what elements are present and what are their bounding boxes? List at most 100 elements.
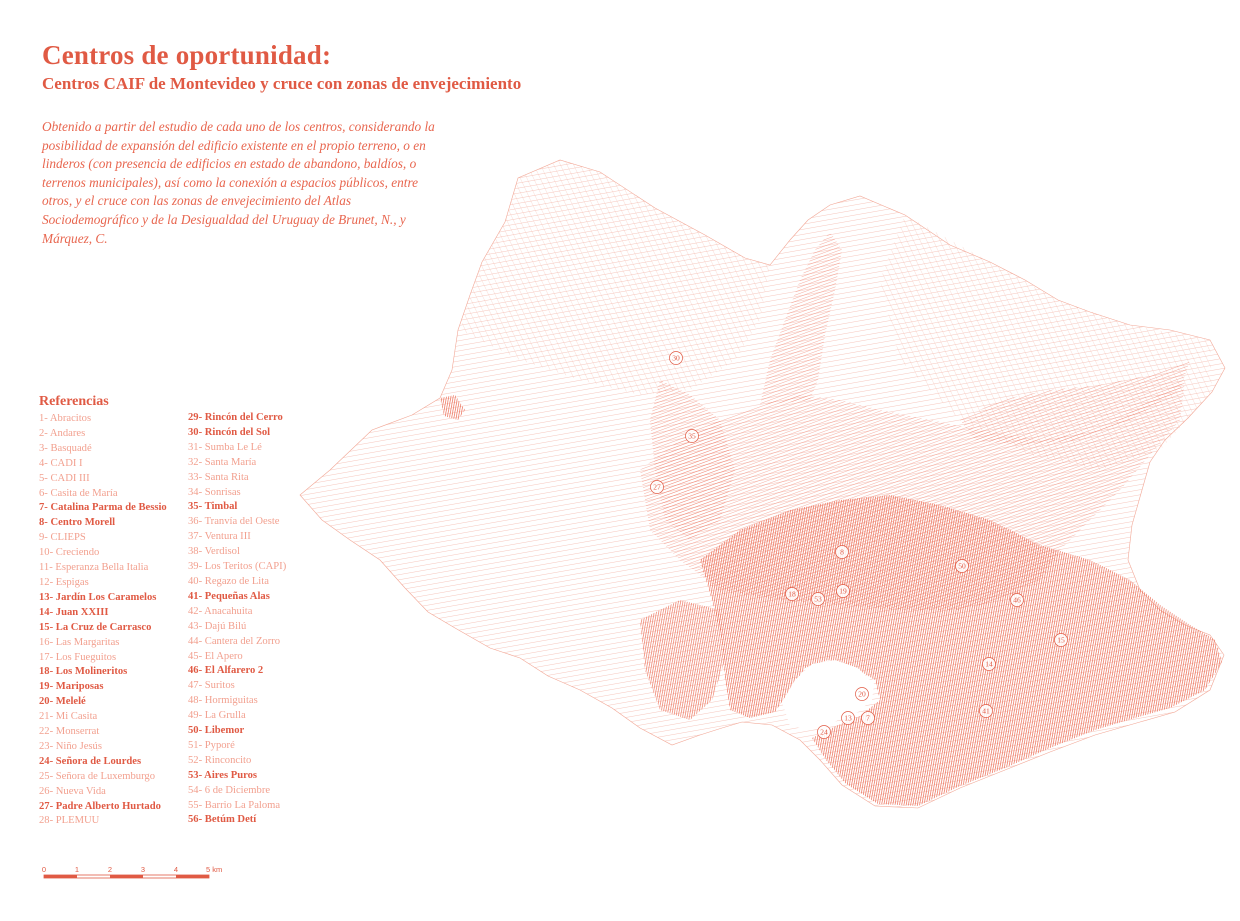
- map-marker-circle: [685, 429, 699, 443]
- map-marker: 35: [685, 429, 699, 443]
- map-marker: 30: [669, 351, 683, 365]
- legend-item: 7- Catalina Parma de Bessio: [39, 502, 167, 514]
- legend-item: 18- Los Molineritos: [39, 666, 128, 678]
- map-marker-circle: [785, 587, 799, 601]
- legend-item: 46- El Alfarero 2: [188, 665, 264, 677]
- legend-item: 19- Mariposas: [39, 681, 104, 693]
- map-marker-circle: [811, 592, 825, 606]
- map-marker: 13: [841, 711, 855, 725]
- map-marker: 24: [817, 725, 831, 739]
- legend-item: 36- Tranvía del Oeste: [188, 516, 280, 528]
- legend-item: 32- Santa María: [188, 456, 257, 468]
- map-marker: 53: [811, 592, 825, 606]
- map-marker-label: 15: [1057, 636, 1065, 645]
- map-marker-label: 27: [653, 483, 661, 492]
- map-marker-label: 35: [688, 432, 696, 441]
- map-marker: 19: [836, 584, 850, 598]
- scale-ticks: 0 1 2 3 4: [42, 865, 178, 874]
- legend-item: 12- Espigas: [39, 576, 89, 588]
- description-text: Obtenido a partir del estudio de cada un…: [42, 119, 435, 246]
- legend-item: 15- La Cruz de Carrasco: [39, 621, 152, 633]
- legend-item: 45- El Apero: [188, 650, 243, 662]
- legend-column-1: 1- Abracitos 2- Andares 3- Basquadé 4- CADI…: [39, 412, 167, 829]
- legend-item: 56- Betúm Detí: [188, 814, 257, 826]
- legend-item: 39- Los Teritos (CAPI): [188, 561, 287, 573]
- legend-item: 26- Nueva Vida: [39, 785, 106, 797]
- legend-item: 16- Las Margaritas: [39, 636, 120, 648]
- map-marker-label: 53: [814, 595, 822, 604]
- map-marker-label: 20: [858, 690, 866, 699]
- scale-bar: 0 1 2 3 4 5 km: [42, 865, 222, 879]
- map-marker-circle: [836, 584, 850, 598]
- map-marker-circle: [979, 704, 993, 718]
- legend-item: 42- Anacahuita: [188, 605, 253, 617]
- map-marker-circle: [835, 545, 849, 559]
- map-marker-circle: [669, 351, 683, 365]
- legend-item: 48- Hormiguitas: [188, 695, 258, 707]
- map-marker-circle: [982, 657, 996, 671]
- legend-item: 2- Andares: [39, 427, 86, 439]
- map-outline-faint-overlay: [460, 160, 770, 395]
- map-marker-circle: [650, 480, 664, 494]
- legend-item: 47- Suritos: [188, 680, 235, 692]
- map-patch-center-west: [640, 600, 725, 720]
- legend-item: 49- La Grulla: [188, 710, 246, 722]
- map-marker-label: 18: [788, 590, 796, 599]
- center-markers: 30 35 27 8 50 18 53 19 46 15 14 20 13 7 24 41: [650, 351, 1068, 739]
- legend-item: 5- CADI III: [39, 472, 90, 484]
- map-marker-label: 30: [672, 354, 680, 363]
- map-marker: 41: [979, 704, 993, 718]
- legend-item: 37- Ventura III: [188, 531, 251, 543]
- map-marker-label: 41: [982, 707, 990, 716]
- map-marker-label: 13: [844, 714, 852, 723]
- legend-item: 35- Timbal: [188, 501, 238, 513]
- map-marker-circle: [841, 711, 855, 725]
- legend-item: 9- CLIEPS: [39, 532, 86, 544]
- map-patch-northwest: [440, 395, 465, 420]
- legend-item: 53- Aires Puros: [188, 769, 258, 781]
- legend-item: 3- Basquadé: [39, 442, 92, 454]
- legend-item: 4- CADI I: [39, 457, 83, 469]
- legend-item: 51- Pyporé: [188, 739, 235, 751]
- map-marker: 14: [982, 657, 996, 671]
- legend-item: 25- Señora de Luxemburgo: [39, 770, 156, 782]
- legend-item: 20- Melelé: [39, 696, 86, 708]
- legend-item: 55- Barrio La Paloma: [188, 799, 281, 811]
- legend-item: 41- Pequeñas Alas: [188, 590, 270, 602]
- map-marker: 8: [835, 545, 849, 559]
- legend-item: 8- Centro Morell: [39, 517, 116, 529]
- scale-tick-label: 0: [42, 865, 46, 874]
- map-marker: 20: [855, 687, 869, 701]
- map-urban-dense: [700, 495, 1222, 806]
- legend-column-2: 29- Rincón del Cerro 30- Rincón del Sol 31…: [188, 411, 286, 828]
- scale-tick-label: 3: [141, 865, 145, 874]
- map-marker-label: 7: [866, 714, 870, 723]
- map-marker-label: 14: [985, 660, 993, 669]
- map-marker-circle: [1010, 593, 1024, 607]
- map-marker-circle: [855, 687, 869, 701]
- legend-item: 31- Sumba Le Lé: [188, 441, 262, 453]
- map-marker: 15: [1054, 633, 1068, 647]
- map-marker-label: 8: [840, 548, 844, 557]
- legend-item: 29- Rincón del Cerro: [188, 412, 283, 423]
- scale-tick-label: 1: [75, 865, 79, 874]
- map-marker-circle: [1054, 633, 1068, 647]
- page-title: Centros de oportunidad:: [42, 40, 332, 70]
- legend-item: 38- Verdisol: [188, 546, 240, 558]
- legend-item: 14- Juan XXIII: [39, 606, 109, 618]
- legend-item: 34- Sonrisas: [188, 486, 241, 498]
- legend-item: 17- Los Fueguitos: [39, 651, 117, 663]
- map-marker: 18: [785, 587, 799, 601]
- legend-item: 23- Niño Jesús: [39, 740, 102, 752]
- map-marker-label: 24: [820, 728, 828, 737]
- map-marker: 27: [650, 480, 664, 494]
- legend-item: 30- Rincón del Sol: [188, 426, 271, 438]
- map-corridor-north: [760, 232, 842, 405]
- legend-item: 13- Jardín Los Caramelos: [39, 591, 157, 603]
- map-corridor-east: [960, 360, 1190, 445]
- legend-heading: Referencias: [39, 394, 109, 409]
- map-marker-label: 50: [958, 562, 966, 571]
- map-corridor-west: [650, 380, 735, 540]
- legend-item: 50- Libemor: [188, 725, 245, 737]
